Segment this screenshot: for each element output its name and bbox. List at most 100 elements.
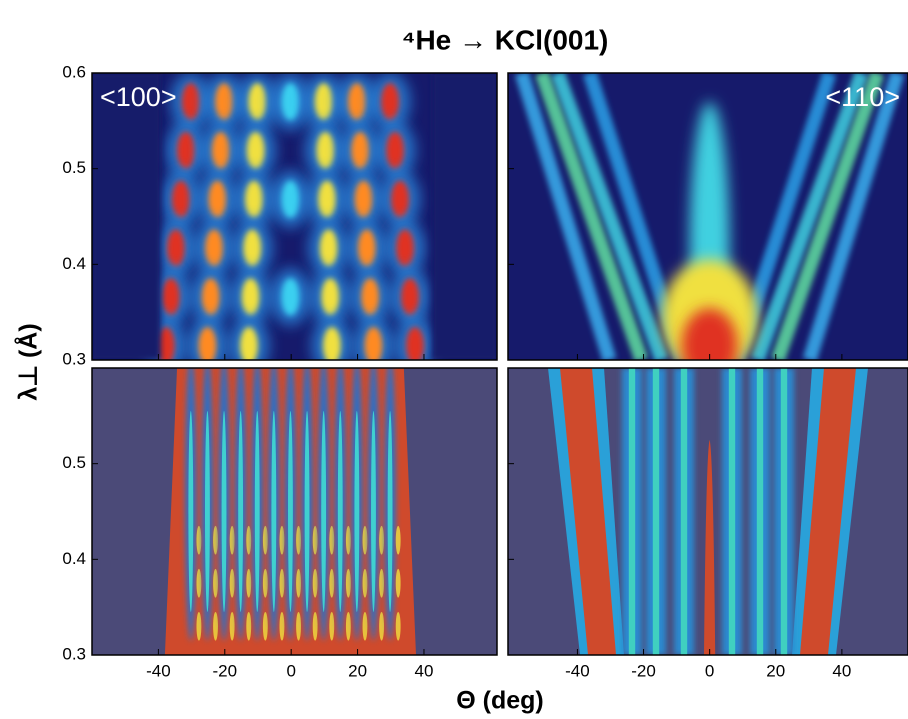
streak	[551, 73, 669, 360]
blob	[248, 83, 267, 121]
spike	[704, 439, 716, 655]
blob	[386, 131, 404, 170]
stripe	[652, 368, 660, 655]
spot	[246, 568, 252, 598]
heatmap	[508, 368, 908, 655]
spot	[229, 611, 235, 641]
stripe	[271, 411, 277, 612]
spot	[312, 568, 318, 598]
x-tick-label: 20	[766, 661, 785, 680]
blob	[241, 278, 260, 316]
blob	[319, 229, 338, 267]
y-tick-label: 0.5	[62, 453, 86, 472]
stripe	[371, 411, 376, 612]
spot	[296, 525, 301, 555]
blob	[406, 327, 424, 360]
stripe	[304, 411, 310, 612]
y-tick-label: 0.4	[62, 254, 86, 273]
blob	[211, 131, 230, 170]
title: ⁴He → KCl(001)	[402, 24, 609, 55]
stripe	[221, 411, 227, 612]
spot	[329, 568, 335, 598]
blob	[357, 229, 376, 267]
blob	[240, 327, 258, 360]
stripe	[288, 411, 293, 612]
spot	[196, 525, 202, 555]
blob	[401, 278, 419, 316]
y-tick-label: 0.4	[62, 549, 86, 568]
blob	[201, 278, 220, 316]
x-tick-label: 0	[705, 661, 714, 680]
streak	[802, 73, 905, 360]
spot	[229, 568, 235, 598]
spot	[379, 525, 385, 555]
spot	[362, 525, 368, 555]
spot	[395, 525, 401, 555]
y-tick-label: 0.5	[62, 158, 86, 177]
blob	[318, 180, 336, 218]
panel-label: <110>	[825, 82, 900, 112]
y-tick-label: 0.3	[62, 644, 86, 663]
x-tick-label: 40	[415, 661, 434, 680]
blob	[157, 327, 175, 360]
blob	[354, 180, 373, 218]
streak	[770, 73, 885, 360]
blob	[361, 278, 380, 316]
frame	[91, 72, 498, 361]
blob	[243, 229, 262, 267]
x-axis-label: Θ (deg)	[456, 687, 544, 715]
x-tick-label: -40	[146, 661, 171, 680]
y-axis-label: λ⊥ (Å)	[14, 323, 43, 400]
frame	[507, 72, 908, 361]
spot	[395, 568, 401, 598]
panel-label: <100>	[100, 82, 177, 112]
blob	[381, 83, 399, 121]
spot	[246, 611, 252, 641]
stripe	[387, 411, 393, 612]
spot	[379, 611, 385, 641]
spot	[379, 568, 385, 598]
blob	[198, 327, 217, 360]
blob	[314, 83, 333, 121]
spot	[395, 611, 401, 641]
stripe	[756, 368, 764, 655]
streak	[514, 73, 617, 360]
stripe	[337, 411, 343, 612]
blob	[161, 278, 180, 316]
blob	[347, 83, 366, 121]
stripe	[254, 411, 260, 612]
dark-edge	[92, 73, 161, 360]
blob	[181, 83, 200, 121]
spot	[345, 611, 351, 641]
streak	[534, 73, 649, 360]
y-tick-label: 0.3	[62, 349, 86, 368]
frame	[91, 367, 498, 656]
heatmap	[92, 368, 497, 655]
blob	[321, 278, 340, 316]
stripe	[354, 411, 360, 612]
x-tick-label: -40	[565, 661, 590, 680]
blob	[351, 131, 370, 170]
spot	[296, 611, 301, 641]
spot	[296, 568, 301, 598]
blob	[396, 229, 414, 267]
heatmap	[508, 73, 908, 360]
spot	[262, 525, 268, 555]
x-tick-label: 0	[286, 661, 295, 680]
blob	[215, 83, 233, 121]
blob	[391, 180, 409, 218]
heatmap	[92, 73, 497, 360]
spot	[196, 611, 202, 641]
blob	[364, 327, 383, 360]
band	[800, 368, 856, 655]
stripe	[204, 411, 210, 612]
blob	[205, 229, 223, 267]
blob	[208, 180, 227, 218]
spot	[329, 525, 335, 555]
stripe	[780, 368, 788, 655]
stripe	[728, 368, 736, 655]
spot	[262, 611, 268, 641]
blob	[681, 308, 738, 360]
y-tick-label: 0.6	[62, 62, 86, 81]
